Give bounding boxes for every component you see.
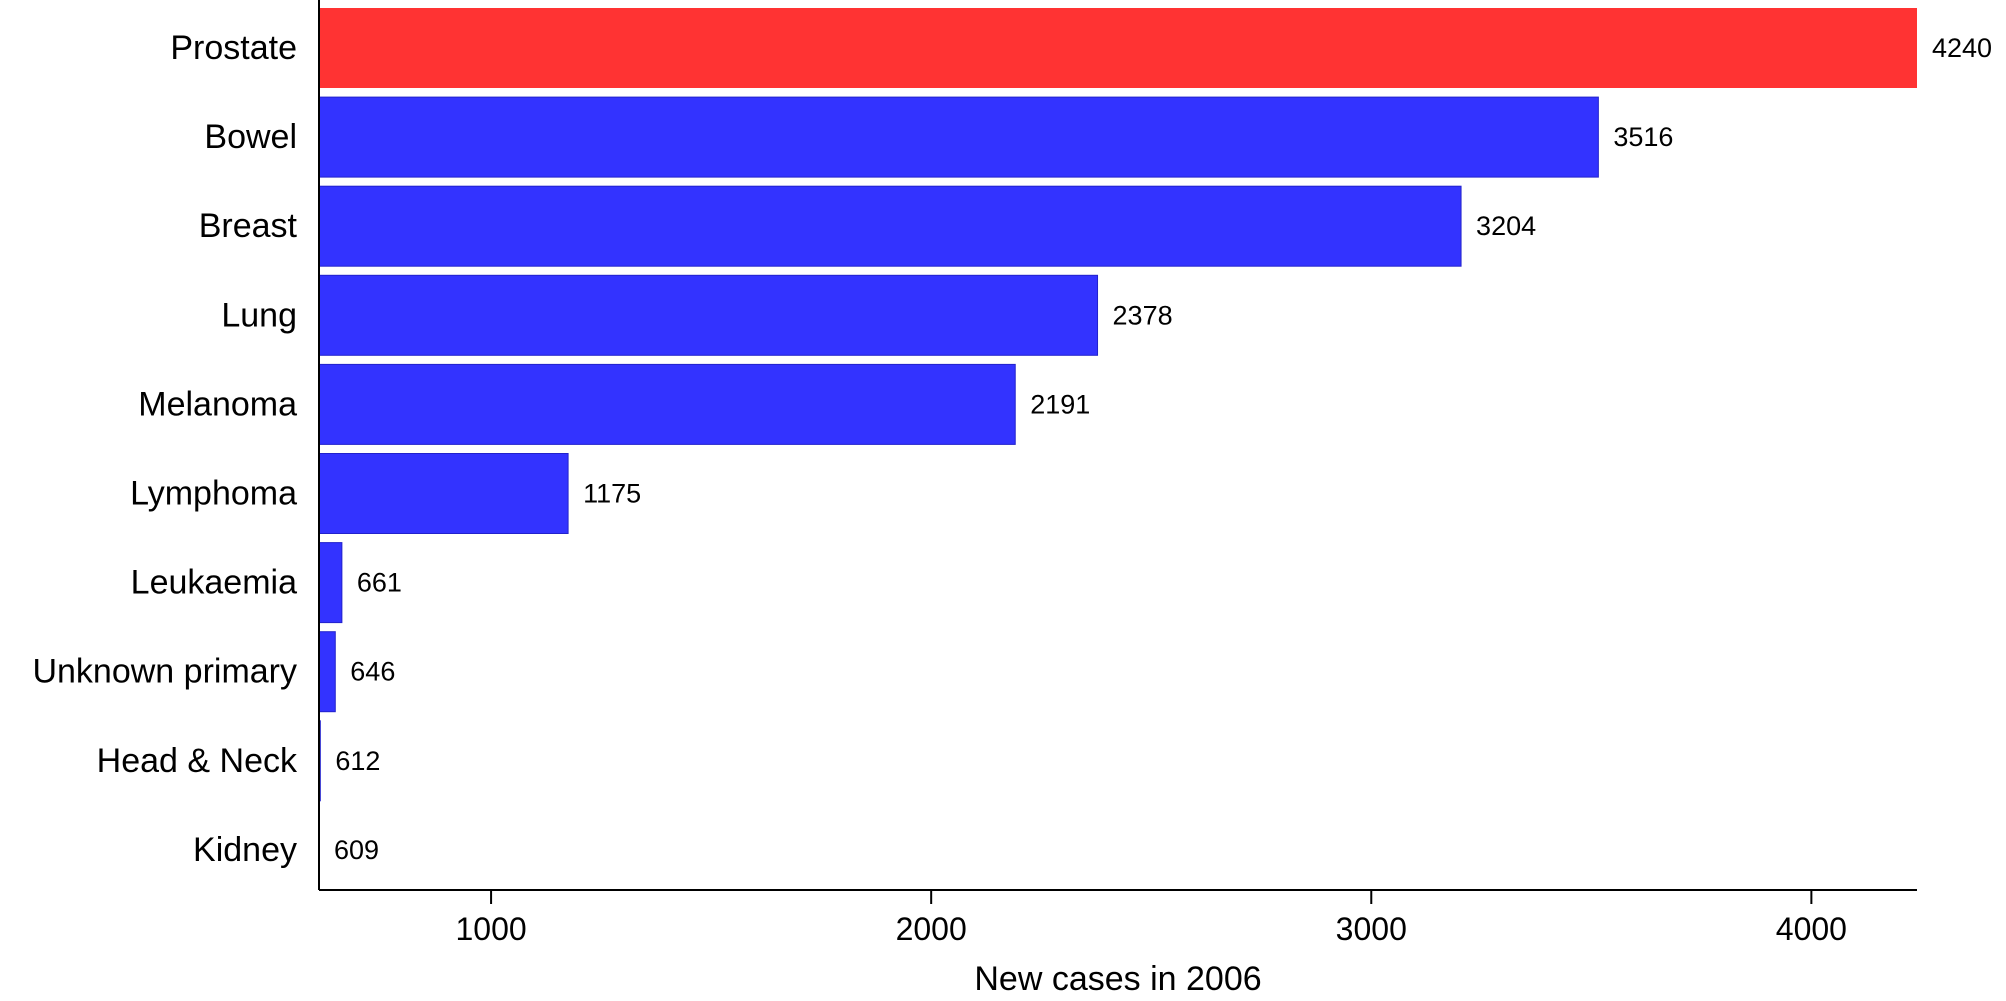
category-label: Unknown primary xyxy=(32,653,297,691)
bar-bowel xyxy=(318,96,1599,178)
value-label: 2378 xyxy=(1113,300,1173,330)
value-label: 3516 xyxy=(1613,122,1673,152)
category-label: Leukaemia xyxy=(131,564,297,602)
bar-unknown-primary xyxy=(318,631,336,713)
category-labels-group: Prostate Bowel Breast Lung Melanoma Lymphoma L… xyxy=(32,29,298,869)
x-tick-label: 1000 xyxy=(455,911,526,947)
bar-breast xyxy=(318,185,1462,267)
value-labels-group: 4240 3516 3204 2378 2191 1175 661 646 612 609 xyxy=(334,33,1992,865)
value-label: 3204 xyxy=(1476,211,1536,241)
category-label: Head & Neck xyxy=(97,742,298,780)
category-label: Prostate xyxy=(170,29,297,67)
bar-melanoma xyxy=(318,363,1016,445)
x-tick-label: 3000 xyxy=(1336,911,1407,947)
x-axis-title: New cases in 2006 xyxy=(974,960,1261,998)
category-label: Bowel xyxy=(204,118,297,156)
value-label: 646 xyxy=(350,657,395,687)
value-label: 612 xyxy=(335,746,380,776)
bars-group xyxy=(318,8,1917,802)
category-label: Kidney xyxy=(193,831,297,869)
x-tick-label: 4000 xyxy=(1776,911,1847,947)
value-label: 661 xyxy=(357,568,402,598)
category-label: Lymphoma xyxy=(130,475,297,513)
category-label: Breast xyxy=(199,207,298,245)
bar-lung xyxy=(318,274,1099,356)
value-label: 609 xyxy=(334,835,379,865)
value-label: 4240 xyxy=(1932,33,1992,63)
x-ticks-group: 1000 2000 3000 4000 xyxy=(455,890,1847,947)
bar-prostate xyxy=(319,8,1917,88)
value-label: 2191 xyxy=(1030,389,1090,419)
category-label: Lung xyxy=(221,296,297,334)
value-label: 1175 xyxy=(583,479,641,509)
bar-leukaemia xyxy=(318,542,343,624)
x-tick-label: 2000 xyxy=(896,911,967,947)
bar-lymphoma xyxy=(318,453,569,534)
category-label: Melanoma xyxy=(138,385,297,423)
